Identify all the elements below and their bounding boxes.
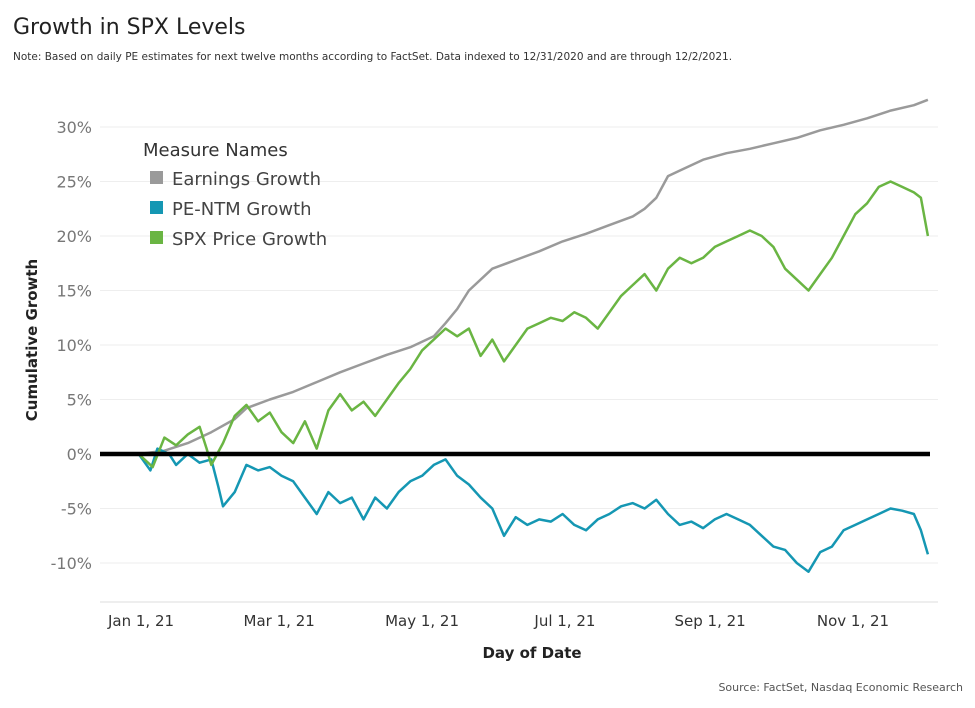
series-lines (137, 98, 930, 573)
y-tick-label: 25% (56, 173, 92, 192)
y-tick-label: 0% (67, 445, 92, 464)
y-tick-label: 15% (56, 282, 92, 301)
legend-label-pe: PE-NTM Growth (172, 199, 312, 220)
gridlines (100, 126, 938, 564)
x-tick-label: Sep 1, 21 (675, 612, 746, 630)
y-axis-ticks: 30% 25% 20% 15% 10% 5% 0% -5% -10% (51, 118, 92, 573)
y-tick-label: -5% (61, 500, 92, 519)
y-tick-label: 5% (67, 391, 92, 410)
x-tick-label: Jul 1, 21 (533, 612, 595, 630)
y-axis-label: Cumulative Growth (23, 259, 41, 421)
source-note: Source: FactSet, Nasdaq Economic Researc… (718, 681, 963, 694)
series-line-spx-price-growth (137, 180, 930, 469)
legend: Measure Names Earnings Growth PE-NTM Gro… (143, 140, 327, 250)
legend-swatch-pe (150, 201, 163, 214)
series-line-pe-ntm-growth (137, 447, 930, 573)
x-axis-label: Day of Date (482, 644, 581, 662)
x-axis-ticks: Jan 1, 21 Mar 1, 21 May 1, 21 Jul 1, 21 Sep … (107, 612, 889, 630)
x-tick-label: Jan 1, 21 (107, 612, 174, 630)
x-tick-label: Nov 1, 21 (817, 612, 889, 630)
legend-label-earnings: Earnings Growth (172, 169, 321, 190)
chart-title: Growth in SPX Levels (13, 15, 246, 40)
y-tick-label: -10% (51, 554, 92, 573)
x-tick-label: Mar 1, 21 (244, 612, 315, 630)
y-tick-label: 10% (56, 336, 92, 355)
legend-swatch-spx (150, 231, 163, 244)
chart-note: Note: Based on daily PE estimates for ne… (13, 51, 733, 63)
y-tick-label: 20% (56, 227, 92, 246)
legend-label-spx: SPX Price Growth (172, 229, 327, 250)
legend-title: Measure Names (143, 140, 288, 161)
legend-swatch-earnings (150, 171, 163, 184)
series-line-earnings-growth (138, 98, 929, 456)
y-tick-label: 30% (56, 118, 92, 137)
x-tick-label: May 1, 21 (385, 612, 459, 630)
